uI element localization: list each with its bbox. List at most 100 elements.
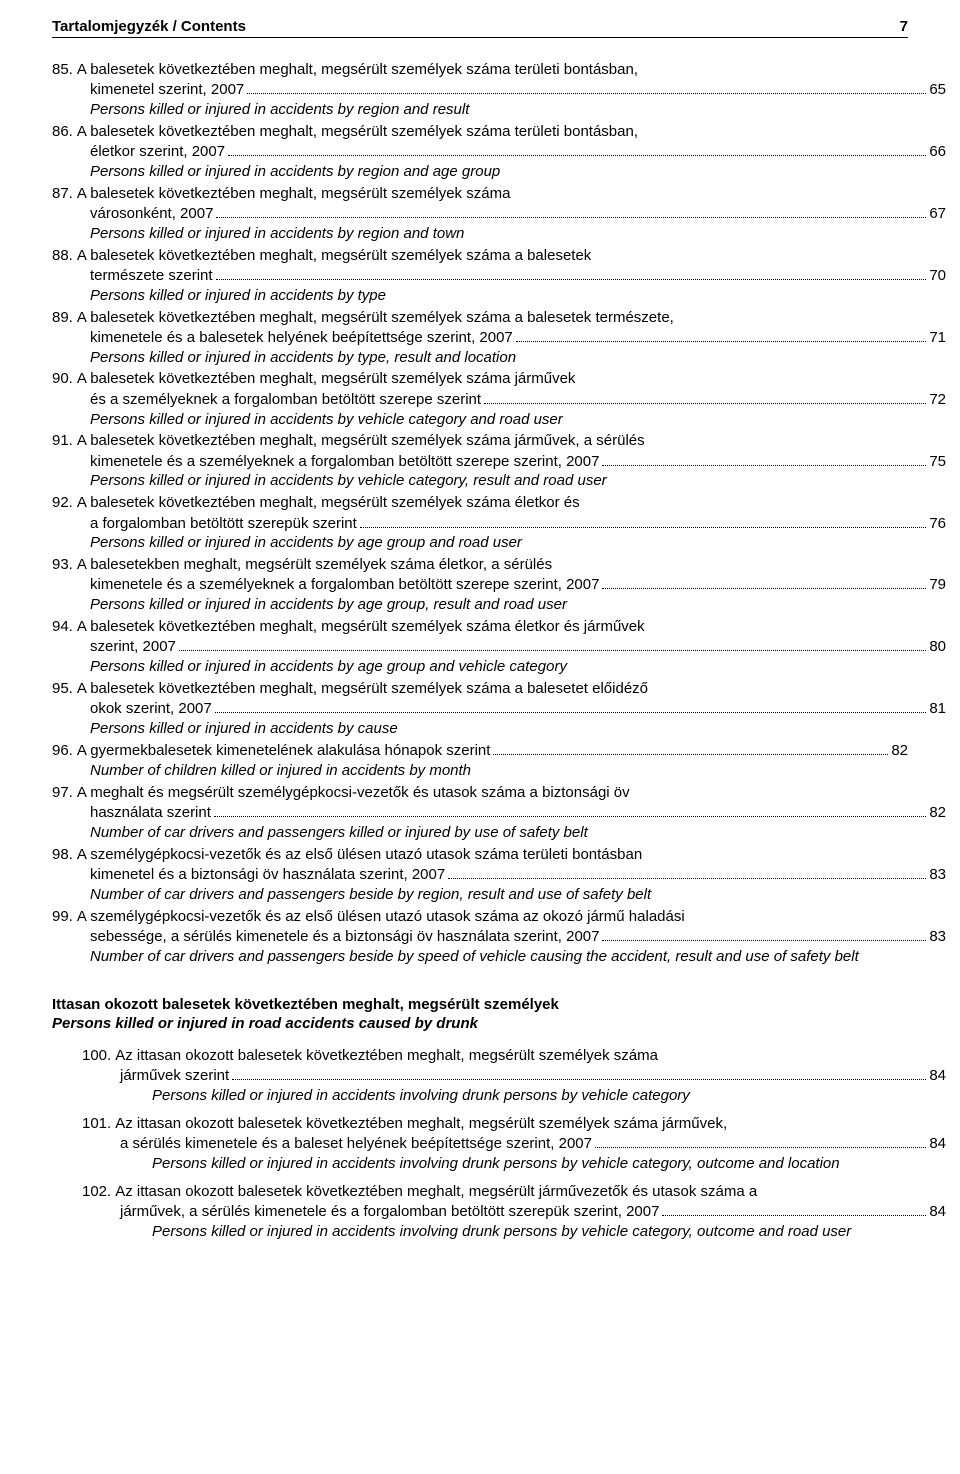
- toc-entry-number: 98.: [52, 845, 77, 865]
- dot-leader: [448, 865, 926, 880]
- toc-entry-page: 67: [929, 204, 946, 224]
- toc-entry-line: 102. Az ittasan okozott balesetek követk…: [82, 1182, 908, 1202]
- toc-entry-text: A balesetekben meghalt, megsérült személ…: [77, 555, 552, 575]
- toc-entry-subtitle: Persons killed or injured in accidents b…: [52, 348, 908, 368]
- toc-entry-text: A balesetek következtében meghalt, megsé…: [77, 617, 645, 637]
- toc-entry-line: 89. A balesetek következtében meghalt, m…: [52, 308, 908, 328]
- toc-entry-number: 92.: [52, 493, 77, 513]
- toc-entry: 86. A balesetek következtében meghalt, m…: [52, 122, 908, 182]
- toc-entry: 96. A gyermekbalesetek kimenetelének ala…: [52, 741, 908, 781]
- toc-entry-page: 76: [929, 514, 946, 534]
- toc-entry: 99. A személygépkocsi-vezetők és az első…: [52, 907, 908, 967]
- toc-entry-page: 84: [929, 1202, 946, 1222]
- dot-leader: [516, 327, 927, 342]
- toc-entry-text: A balesetek következtében meghalt, megsé…: [77, 679, 648, 699]
- toc-entry-line: 98. A személygépkocsi-vezetők és az első…: [52, 845, 908, 865]
- toc-entry-number: 100.: [82, 1046, 115, 1066]
- dot-leader: [228, 142, 926, 157]
- toc-entry-line: a forgalomban betöltött szerepük szerint…: [52, 513, 946, 533]
- toc-entry-page: 72: [929, 390, 946, 410]
- dot-leader: [179, 637, 926, 652]
- toc-entry-page: 83: [929, 927, 946, 947]
- toc-entry-text: A személygépkocsi-vezetők és az első ülé…: [77, 907, 685, 927]
- header-title: Tartalomjegyzék / Contents: [52, 18, 246, 35]
- dot-leader: [216, 204, 926, 219]
- toc-entry-text: kimenetel és a biztonsági öv használata …: [90, 865, 445, 885]
- toc-entry-line: 85. A balesetek következtében meghalt, m…: [52, 60, 908, 80]
- toc-entry: 87. A balesetek következtében meghalt, m…: [52, 184, 908, 244]
- toc-entry-line: kimenetele és a személyeknek a forgalomb…: [52, 451, 946, 471]
- toc-entry-line: kimenetele és a személyeknek a forgalomb…: [52, 575, 946, 595]
- toc-entry-subtitle: Number of car drivers and passengers bes…: [52, 885, 908, 905]
- toc-list-section: 100. Az ittasan okozott balesetek követk…: [52, 1046, 908, 1242]
- toc-entry-text: okok szerint, 2007: [90, 699, 212, 719]
- dot-leader: [232, 1066, 926, 1081]
- toc-entry-line: 90. A balesetek következtében meghalt, m…: [52, 369, 908, 389]
- toc-entry-subtitle: Persons killed or injured in accidents b…: [52, 286, 908, 306]
- toc-entry-line: 94. A balesetek következtében meghalt, m…: [52, 617, 908, 637]
- toc-entry-line: 91. A balesetek következtében meghalt, m…: [52, 431, 908, 451]
- toc-entry-number: 94.: [52, 617, 77, 637]
- toc-entry-number: 101.: [82, 1114, 115, 1134]
- toc-entry-subtitle: Persons killed or injured in accidents i…: [82, 1086, 908, 1106]
- toc-entry-page: 80: [929, 637, 946, 657]
- toc-entry-line: 96. A gyermekbalesetek kimenetelének ala…: [52, 741, 908, 761]
- toc-entry-line: 99. A személygépkocsi-vezetők és az első…: [52, 907, 908, 927]
- page-header: Tartalomjegyzék / Contents 7: [52, 18, 908, 38]
- toc-entry-text: a sérülés kimenetele és a baleset helyén…: [120, 1134, 592, 1154]
- toc-entry-line: kimenetel szerint, 200765: [52, 80, 946, 100]
- toc-entry-line: járművek, a sérülés kimenetele és a forg…: [82, 1202, 946, 1222]
- toc-entry-subtitle: Persons killed or injured in accidents b…: [52, 657, 908, 677]
- toc-entry-subtitle: Persons killed or injured in accidents b…: [52, 100, 908, 120]
- dot-leader: [216, 265, 927, 280]
- toc-entry-page: 66: [929, 142, 946, 162]
- dot-leader: [484, 389, 926, 404]
- section-title-hu: Ittasan okozott balesetek következtében …: [52, 995, 908, 1015]
- toc-list: 85. A balesetek következtében meghalt, m…: [52, 60, 908, 967]
- toc-entry-line: természete szerint70: [52, 265, 946, 285]
- toc-entry-page: 75: [929, 452, 946, 472]
- toc-entry-number: 95.: [52, 679, 77, 699]
- toc-entry-text: A balesetek következtében meghalt, megsé…: [77, 246, 591, 266]
- toc-entry-line: 100. Az ittasan okozott balesetek követk…: [82, 1046, 908, 1066]
- toc-entry-text: sebessége, a sérülés kimenetele és a biz…: [90, 927, 599, 947]
- toc-entry-line: járművek szerint84: [82, 1066, 946, 1086]
- toc-entry-page: 65: [929, 80, 946, 100]
- toc-entry-text: szerint, 2007: [90, 637, 176, 657]
- toc-entry-line: 86. A balesetek következtében meghalt, m…: [52, 122, 908, 142]
- toc-entry-text: és a személyeknek a forgalomban betöltöt…: [90, 390, 481, 410]
- toc-entry-line: 93. A balesetekben meghalt, megsérült sz…: [52, 555, 908, 575]
- toc-entry-subtitle: Number of car drivers and passengers kil…: [52, 823, 908, 843]
- toc-entry-text: természete szerint: [90, 266, 213, 286]
- toc-entry-page: 82: [929, 803, 946, 823]
- dot-leader: [215, 699, 927, 714]
- toc-entry-text: használata szerint: [90, 803, 211, 823]
- toc-entry-subtitle: Persons killed or injured in accidents i…: [82, 1222, 908, 1242]
- dot-leader: [595, 1134, 926, 1149]
- toc-entry-subtitle: Number of children killed or injured in …: [52, 761, 908, 781]
- toc-entry-text: A személygépkocsi-vezetők és az első ülé…: [77, 845, 642, 865]
- dot-leader: [662, 1202, 926, 1217]
- toc-entry: 98. A személygépkocsi-vezetők és az első…: [52, 845, 908, 905]
- toc-entry-subtitle: Number of car drivers and passengers bes…: [52, 947, 908, 967]
- toc-entry-line: 97. A meghalt és megsérült személygépkoc…: [52, 783, 908, 803]
- section-heading: Ittasan okozott balesetek következtében …: [52, 995, 908, 1035]
- toc-entry-text: kimenetele és a személyeknek a forgalomb…: [90, 452, 599, 472]
- dot-leader: [247, 80, 926, 95]
- toc-entry-subtitle: Persons killed or injured in accidents b…: [52, 533, 908, 553]
- toc-entry-text: A balesetek következtében meghalt, megsé…: [77, 493, 580, 513]
- toc-entry: 88. A balesetek következtében meghalt, m…: [52, 246, 908, 306]
- toc-entry-subtitle: Persons killed or injured in accidents b…: [52, 471, 908, 491]
- toc-entry-subtitle: Persons killed or injured in accidents b…: [52, 410, 908, 430]
- toc-entry-text: A balesetek következtében meghalt, megsé…: [77, 308, 674, 328]
- toc-entry-line: szerint, 2007 80: [52, 637, 946, 657]
- toc-entry-line: 92. A balesetek következtében meghalt, m…: [52, 493, 908, 513]
- toc-entry-subtitle: Persons killed or injured in accidents b…: [52, 719, 908, 739]
- toc-entry-number: 90.: [52, 369, 77, 389]
- toc-entry-line: a sérülés kimenetele és a baleset helyén…: [82, 1134, 946, 1154]
- toc-entry-page: 79: [929, 575, 946, 595]
- toc-entry-number: 102.: [82, 1182, 115, 1202]
- toc-entry-line: használata szerint 82: [52, 803, 946, 823]
- toc-entry-text: A gyermekbalesetek kimenetelének alakulá…: [77, 741, 491, 761]
- dot-leader: [602, 575, 926, 590]
